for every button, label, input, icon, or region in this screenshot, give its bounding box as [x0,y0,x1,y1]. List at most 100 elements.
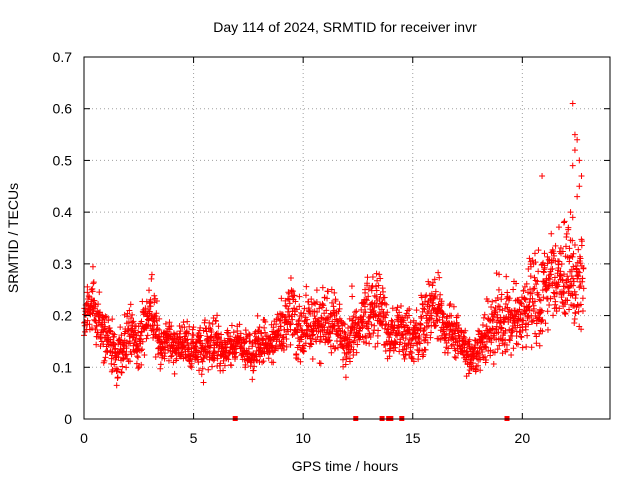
data-point [484,298,491,305]
data-point [539,328,546,335]
data-point [432,288,439,295]
data-point [480,314,487,321]
data-point [354,341,361,348]
data-point [88,325,95,332]
data-point [446,302,453,309]
data-point [579,275,586,282]
data-point [445,337,452,344]
data-point [304,316,311,323]
y-tick-label: 0.6 [53,101,73,117]
data-point [572,262,579,269]
data-point [546,301,553,308]
data-point [562,311,569,318]
data-point [369,274,376,281]
data-point [126,307,133,314]
data-point [569,100,576,107]
data-point [284,295,291,302]
data-point [470,360,477,367]
data-point [108,360,115,367]
data-point [214,330,221,337]
data-point [371,322,378,329]
data-point [528,344,535,351]
data-point [461,344,468,351]
data-point [517,333,524,340]
data-point [373,294,380,301]
data-point [399,316,406,323]
data-point [561,271,568,278]
data-point [475,327,482,334]
data-point [309,355,316,362]
data-point [200,355,207,362]
data-point [328,349,335,356]
data-point [571,242,578,249]
data-point [114,374,121,381]
data-point [245,345,252,352]
data-point [538,317,545,324]
data-point [510,286,517,293]
data-point [91,297,98,304]
data-point [95,301,102,308]
data-point [308,341,315,348]
data-point [236,321,243,328]
data-point [127,315,134,322]
data-point [232,342,239,349]
data-point [539,172,546,179]
data-point [574,193,581,200]
data-point [300,348,307,355]
data-point [559,276,566,283]
data-point [260,358,267,365]
data-point [566,306,573,313]
data-point [285,305,292,312]
data-point [479,348,486,355]
data-point [379,318,386,325]
data-point [503,346,510,353]
data-point [310,299,317,306]
y-tick-label: 0.4 [53,204,73,220]
data-point [481,353,488,360]
data-point [570,278,577,285]
data-point [280,347,287,354]
data-point [282,302,289,309]
plot-frame [83,56,611,420]
data-point [544,285,551,292]
data-point [506,295,513,302]
data-point [246,332,253,339]
data-point [427,334,434,341]
data-point [363,340,370,347]
data-point [536,330,543,337]
data-point [154,325,161,332]
data-point [365,325,372,332]
data-point [207,342,214,349]
data-point [420,351,427,358]
data-point [554,283,561,290]
data-point [376,271,383,278]
data-point [84,289,91,296]
data-point [491,349,498,356]
data-point [525,321,532,328]
data-point [576,157,583,164]
data-point [571,288,578,295]
data-point [270,359,277,366]
data-point [98,338,105,345]
data-point [555,265,562,272]
data-point [139,346,146,353]
data-point [100,314,107,321]
data-point [168,352,175,359]
data-point [521,296,528,303]
data-point [452,354,459,361]
data-point [374,340,381,347]
data-point [150,327,157,334]
data-point [479,322,486,329]
data-point [288,313,295,320]
data-point [455,321,462,328]
data-point [561,301,568,308]
data-point [120,348,127,355]
data-point [318,337,325,344]
data-point [324,295,331,302]
data-point [93,323,100,330]
data-point [431,276,438,283]
data-point [289,293,296,300]
data-point [283,336,290,343]
data-point [432,323,439,330]
